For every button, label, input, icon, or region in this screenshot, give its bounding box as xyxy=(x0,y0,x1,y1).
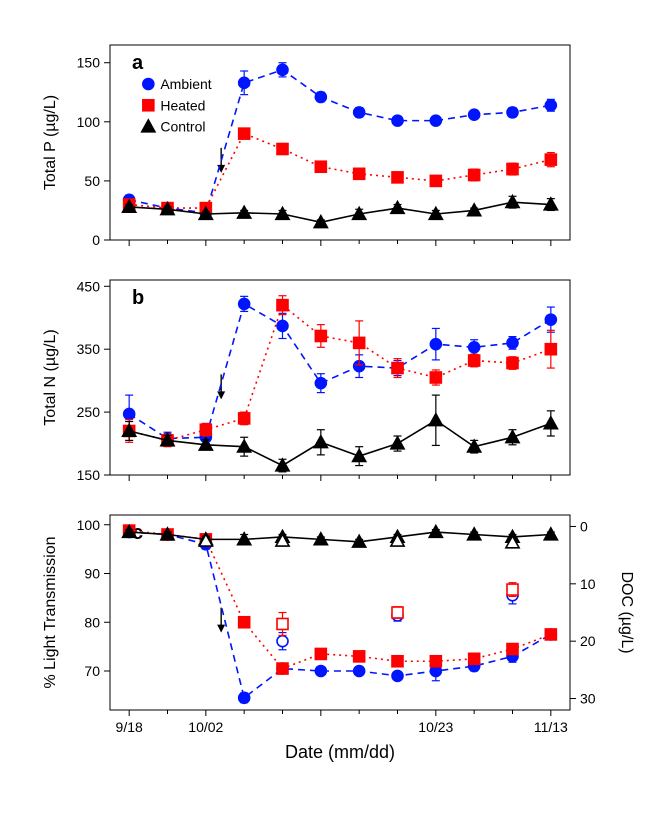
legend-ambient: Ambient xyxy=(160,76,211,92)
y-title-c: % Light Transmission xyxy=(42,536,59,688)
x-tick-label: 10/23 xyxy=(418,719,453,735)
y2-tick-label: 10 xyxy=(580,576,596,592)
y-tick-label: 90 xyxy=(84,566,100,582)
line-heated-a xyxy=(129,134,551,208)
y2-title-c: DOC (µg/L) xyxy=(618,571,635,653)
y-tick-label: 150 xyxy=(77,467,101,483)
y-tick-label: 50 xyxy=(84,173,100,189)
arrow-b xyxy=(217,374,225,399)
y2-tick-label: 20 xyxy=(580,633,596,649)
line-heated-b xyxy=(129,305,551,440)
x-tick-label: 9/18 xyxy=(116,719,143,735)
y-tick-label: 70 xyxy=(84,663,100,679)
panel-c: 70 80 90 100 % Light Transmission 0 10 20 30 DOC … xyxy=(42,515,635,762)
y-tick-label: 100 xyxy=(77,114,101,130)
x-tick-label: 11/13 xyxy=(534,719,568,735)
line-control-a xyxy=(129,202,551,222)
y-title-a: Total P (µg/L) xyxy=(42,95,59,190)
y-tick-label: 450 xyxy=(77,278,101,294)
y2-tick-label: 0 xyxy=(580,518,588,534)
x-axis-title: Date (mm/dd) xyxy=(285,742,395,762)
line-control-b xyxy=(129,420,551,465)
y2-tick-label: 30 xyxy=(580,691,596,707)
x-tick-label: 10/02 xyxy=(188,719,223,735)
y-tick-label: 80 xyxy=(84,614,100,630)
figure-container: 050100150Total P (µg/L)aAmbientHeatedCon… xyxy=(0,0,655,835)
y-title-b: Total N (µg/L) xyxy=(42,329,59,425)
figure-svg: 050100150Total P (µg/L)aAmbientHeatedCon… xyxy=(0,0,655,835)
y-tick-label: 350 xyxy=(77,341,101,357)
legend: Ambient Heated Control xyxy=(142,76,212,135)
y-tick-label: 100 xyxy=(77,517,101,533)
y-tick-label: 150 xyxy=(77,55,101,71)
line-ambient-c xyxy=(129,532,551,698)
panel-label-b: b xyxy=(132,287,144,309)
legend-control: Control xyxy=(160,119,205,135)
panel-b: 150 250 350 450 Total N (µg/L) b xyxy=(42,278,570,483)
line-heated-c xyxy=(129,531,551,669)
y-tick-label: 0 xyxy=(92,232,100,248)
y-tick-label: 250 xyxy=(77,404,101,420)
line-ambient-b xyxy=(129,304,551,439)
arrow-c xyxy=(217,608,225,633)
panel-label-a: a xyxy=(132,52,144,74)
legend-heated: Heated xyxy=(160,97,205,113)
panel-a: 0 50 100 150 Total P (µg/L) a Ambient Heated Con… xyxy=(42,45,570,248)
